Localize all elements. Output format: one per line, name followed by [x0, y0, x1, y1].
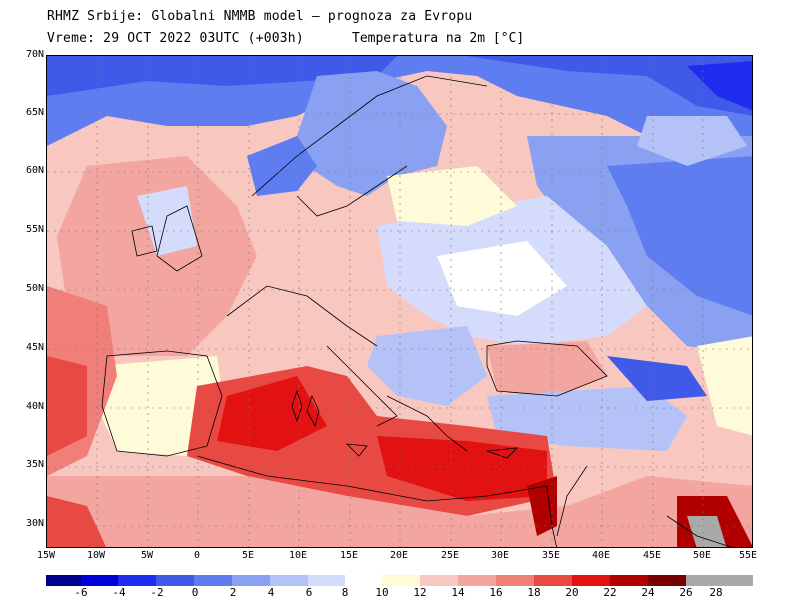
lon-label-35e: 35E: [541, 550, 561, 561]
colorbar-label: 20: [565, 586, 579, 599]
colorbar-swatch: [420, 575, 458, 586]
lat-label-30n: 30N: [25, 518, 44, 529]
colorbar-label: -6: [74, 586, 88, 599]
colorbar-swatch: [81, 575, 118, 586]
colorbar-label: 2: [229, 586, 237, 599]
colorbar-swatch: [156, 575, 194, 586]
colorbar-swatch: [232, 575, 270, 586]
lat-label-60n: 60N: [25, 165, 44, 176]
variable-label: Temperatura na 2m [°C]: [352, 31, 525, 46]
colorbar-label: 24: [641, 586, 655, 599]
lon-label-20e: 20E: [389, 550, 409, 561]
map-field: [47, 56, 752, 547]
lon-label-5e: 5E: [241, 550, 255, 561]
colorbar-label: 22: [603, 586, 617, 599]
colorbar-label: 6: [305, 586, 313, 599]
colorbar-swatch: [496, 575, 534, 586]
lat-label-65n: 65N: [25, 107, 44, 118]
colorbar-label: 26: [679, 586, 693, 599]
temperature-map: [46, 55, 753, 548]
colorbar-swatch: [572, 575, 610, 586]
lat-label-45n: 45N: [25, 342, 44, 353]
colorbar-swatch: [345, 575, 382, 586]
lon-label-40e: 40E: [591, 550, 611, 561]
lat-label-50n: 50N: [25, 283, 44, 294]
colorbar-label: 16: [489, 586, 503, 599]
lon-label-10w: 10W: [86, 550, 106, 561]
lon-label-15w: 15W: [36, 550, 56, 561]
colorbar-label: -2: [150, 586, 164, 599]
map-title: RHMZ Srbije: Globalni NMMB model — progn…: [47, 9, 473, 24]
lat-label-70n: 70N: [25, 49, 44, 60]
forecast-time: Vreme: 29 OCT 2022 03UTC (+003h): [47, 31, 304, 46]
colorbar-label: 12: [413, 586, 427, 599]
lat-label-40n: 40N: [25, 401, 44, 412]
lon-label-55e: 55E: [738, 550, 758, 561]
colorbar-swatch: [686, 575, 753, 586]
colorbar-swatch: [458, 575, 496, 586]
colorbar-swatch: [308, 575, 345, 586]
lat-label-35n: 35N: [25, 459, 44, 470]
lon-label-15e: 15E: [339, 550, 359, 561]
colorbar-swatch: [610, 575, 648, 586]
colorbar-label: 4: [267, 586, 275, 599]
colorbar-label: 8: [341, 586, 349, 599]
colorbar-label: 0: [191, 586, 199, 599]
lon-label-10e: 10E: [288, 550, 308, 561]
lon-label-30e: 30E: [490, 550, 510, 561]
colorbar-swatch: [648, 575, 686, 586]
colorbar-label: 28: [709, 586, 723, 599]
lon-label-0: 0: [193, 550, 201, 561]
lat-label-55n: 55N: [25, 224, 44, 235]
lon-label-5w: 5W: [140, 550, 154, 561]
colorbar-swatch: [46, 575, 81, 586]
colorbar-label: 18: [527, 586, 541, 599]
colorbar-label: -4: [112, 586, 126, 599]
colorbar-swatch: [118, 575, 156, 586]
colorbar-label: 10: [375, 586, 389, 599]
lon-label-50e: 50E: [692, 550, 712, 561]
lon-label-25e: 25E: [440, 550, 460, 561]
colorbar-swatch: [534, 575, 572, 586]
colorbar-swatch: [194, 575, 232, 586]
colorbar-swatch: [382, 575, 420, 586]
lon-label-45e: 45E: [642, 550, 662, 561]
colorbar-label: 14: [451, 586, 465, 599]
colorbar-swatch: [270, 575, 308, 586]
